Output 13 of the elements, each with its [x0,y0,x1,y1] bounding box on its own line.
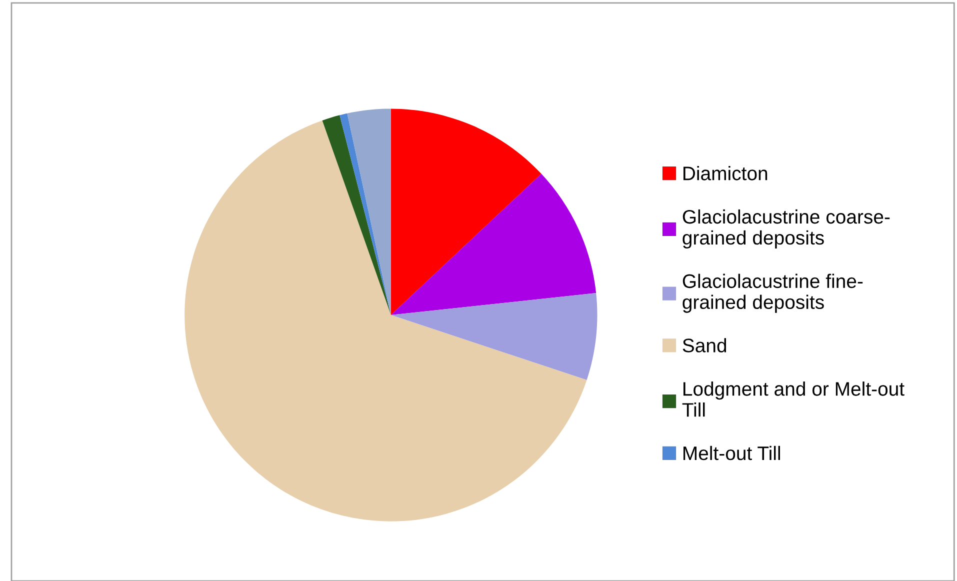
legend-label: Glaciolacustrine fine-grained deposits [682,274,863,313]
pie-slice [390,174,596,316]
legend-label: Diamicton [683,166,768,180]
pie-slice [184,120,587,522]
legend-label: Melt-out Till [683,446,780,460]
legend-label: Glaciolacustrine coarse-grained deposits [682,209,890,249]
pie-slice [340,113,391,316]
pie-slice [390,108,542,316]
pie-slice [390,293,598,380]
pie-slice [322,115,391,316]
legend-label: Sand [682,338,726,352]
pie-slice [347,108,391,316]
legend-label: Lodgment and or Melt-out Till [682,382,904,417]
